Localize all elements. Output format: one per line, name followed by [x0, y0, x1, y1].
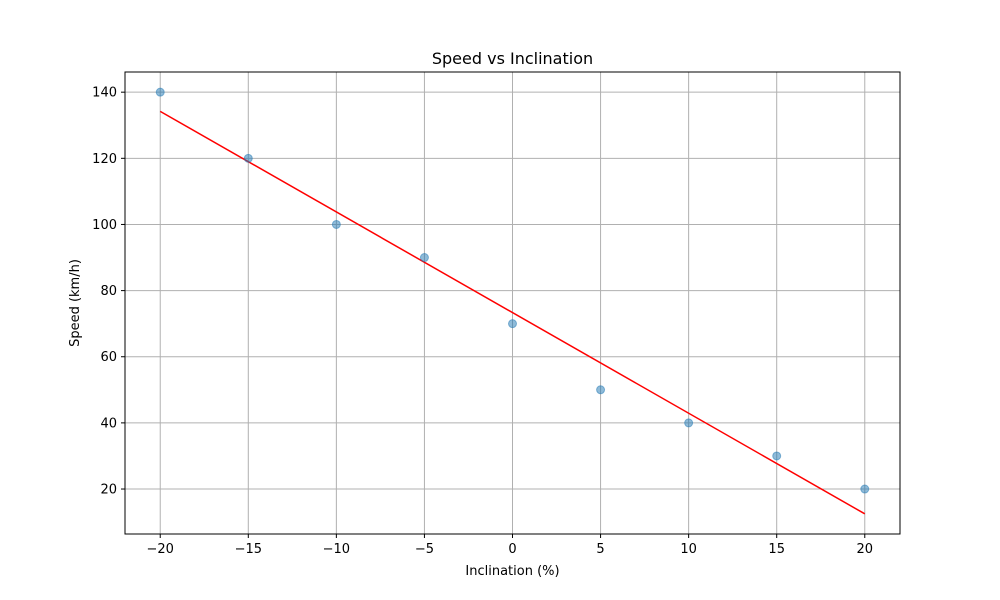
scatter-point — [596, 385, 606, 395]
y-tick-label: 120 — [92, 152, 117, 167]
x-tick-label: −5 — [415, 542, 434, 557]
plot-series — [155, 87, 870, 515]
x-axis-title: Inclination (%) — [465, 564, 559, 579]
x-tick-label: 10 — [680, 542, 697, 557]
y-axis-title: Speed (km/h) — [68, 259, 83, 347]
scatter-point — [331, 219, 341, 229]
regression-line — [159, 110, 866, 515]
scatter-point — [508, 319, 517, 329]
grid — [125, 72, 900, 534]
scatter-point — [860, 484, 870, 494]
x-tick-label: 20 — [856, 542, 873, 557]
chart-title: Speed vs Inclination — [432, 49, 593, 68]
x-tick-label: −15 — [235, 542, 262, 557]
y-tick-label: 20 — [100, 483, 117, 498]
x-tick-label: −10 — [323, 542, 350, 557]
scatter-point — [419, 253, 429, 263]
x-tick-label: 0 — [508, 542, 516, 557]
x-tick-label: −20 — [147, 542, 174, 557]
scatter-point — [772, 451, 782, 461]
scatter-point — [155, 87, 165, 97]
axis-ticks: −20 −15 −10 −5 0 5 10 15 20 20 40 60 80 100 120 140 — [92, 86, 873, 557]
scatter-point — [243, 153, 253, 163]
y-tick-label: 80 — [100, 284, 117, 299]
y-tick-label: 100 — [92, 218, 117, 233]
y-tick-label: 40 — [100, 416, 117, 431]
x-tick-label: 5 — [596, 542, 604, 557]
y-tick-label: 140 — [92, 86, 117, 101]
scatter-point — [684, 418, 694, 428]
x-tick-label: 15 — [768, 542, 785, 557]
y-tick-label: 60 — [100, 350, 117, 365]
